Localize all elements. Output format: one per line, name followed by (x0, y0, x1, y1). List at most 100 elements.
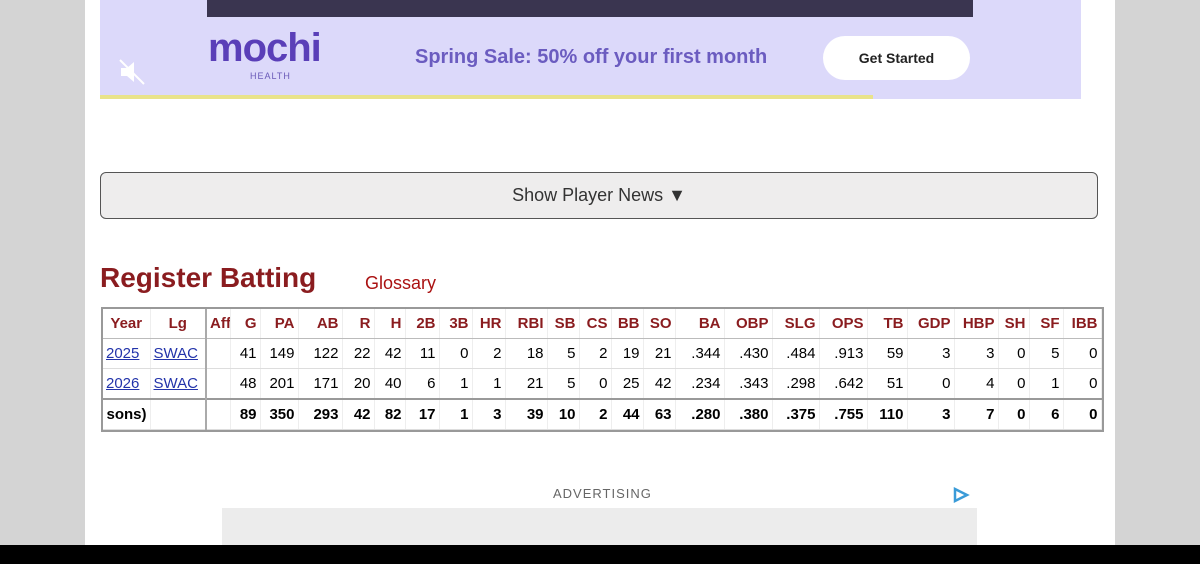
column-header[interactable]: SH (998, 309, 1030, 339)
ad-progress (100, 95, 873, 99)
table-cell: 171 (298, 368, 343, 400)
header-row: Year Lg Aff G PA AB R H 2B 3B HR RBI SB CS BB SO BA OBP SL… (103, 309, 1102, 339)
table-cell: 39 (505, 398, 548, 430)
column-header[interactable]: OPS (819, 309, 868, 339)
news-button[interactable]: Show Player News ▼ (100, 172, 1098, 219)
column-header[interactable]: AB (298, 309, 343, 339)
ad-brand-sub: HEALTH (250, 71, 291, 81)
table-cell: 42 (643, 368, 676, 400)
table-cell: 0 (1063, 398, 1102, 430)
table-cell (150, 398, 207, 430)
table-cell: 19 (611, 338, 644, 369)
table-cell: 2 (472, 338, 506, 369)
column-header[interactable]: Year (103, 309, 151, 339)
table-cell: 17 (405, 398, 440, 430)
table-link[interactable]: SWAC (150, 368, 207, 400)
table-cell: 4 (954, 368, 999, 400)
column-header[interactable]: BA (675, 309, 725, 339)
table-cell: 7 (954, 398, 999, 430)
bottom-bar (0, 545, 1200, 564)
table-row: 2026 SWAC 48 201 171 20 40 6 1 1 21 5 0 25 42.234.343.… (103, 368, 1102, 400)
column-header[interactable]: SB (547, 309, 580, 339)
ad-banner[interactable]: mochi HEALTH Spring Sale: 50% off your f… (100, 0, 1081, 99)
table: Year Lg Aff G PA AB R H 2B 3B HR RBI SB CS BB SO BA OBP SL… (103, 309, 1102, 430)
ad-button[interactable]: Get Started (823, 36, 970, 80)
table-cell: 149 (260, 338, 299, 369)
table-cell: .298 (772, 368, 820, 400)
ad-choices-icon[interactable] (952, 487, 970, 503)
table-cell: 0 (1063, 338, 1102, 369)
table-cell: sons) (103, 398, 151, 430)
column-header[interactable]: SO (643, 309, 676, 339)
column-header[interactable]: HBP (954, 309, 999, 339)
table-cell: 10 (547, 398, 580, 430)
column-header[interactable]: TB (867, 309, 908, 339)
table-cell: 1 (439, 368, 473, 400)
table-cell: 21 (505, 368, 548, 400)
column-header[interactable]: RBI (505, 309, 548, 339)
column-header[interactable]: R (342, 309, 375, 339)
table-cell: 40 (374, 368, 406, 400)
column-header[interactable]: CS (579, 309, 612, 339)
ad-slot (222, 508, 977, 545)
column-header[interactable]: H (374, 309, 406, 339)
column-header[interactable]: GDP (907, 309, 955, 339)
column-header[interactable]: PA (260, 309, 299, 339)
batting-table: Year Lg Aff G PA AB R H 2B 3B HR RBI SB CS BB SO BA OBP SL… (101, 307, 1104, 432)
table-cell: .430 (724, 338, 773, 369)
table-row: sons) 89 350 293 42 82 17 1 3 39 10 2 44 63.280.380.3… (103, 398, 1102, 430)
table-cell: 82 (374, 398, 406, 430)
table-cell (206, 368, 231, 400)
table-cell: 48 (230, 368, 261, 400)
ad-video-bar (207, 0, 973, 17)
table-cell: 1 (1029, 368, 1064, 400)
table-cell (206, 338, 231, 369)
table-cell: 122 (298, 338, 343, 369)
table-cell: 110 (867, 398, 908, 430)
table-cell: 3 (472, 398, 506, 430)
table-cell: 350 (260, 398, 299, 430)
column-header[interactable]: G (230, 309, 261, 339)
column-header[interactable]: 2B (405, 309, 440, 339)
table-cell: .344 (675, 338, 725, 369)
table-cell: 1 (439, 398, 473, 430)
table-cell: 44 (611, 398, 644, 430)
column-header[interactable]: HR (472, 309, 506, 339)
table-cell: 0 (439, 338, 473, 369)
table-cell: 22 (342, 338, 375, 369)
table-cell: 63 (643, 398, 676, 430)
column-header[interactable]: SF (1029, 309, 1064, 339)
column-header[interactable]: Aff (206, 309, 231, 339)
table-cell: 11 (405, 338, 440, 369)
column-header[interactable]: IBB (1063, 309, 1102, 339)
table-cell: 0 (579, 368, 612, 400)
column-header[interactable]: BB (611, 309, 644, 339)
table-cell: 2 (579, 338, 612, 369)
column-header[interactable]: OBP (724, 309, 773, 339)
ad-brand: mochi (208, 26, 322, 70)
table-cell: 201 (260, 368, 299, 400)
column-header[interactable]: Lg (150, 309, 207, 339)
table-cell: 6 (405, 368, 440, 400)
table-cell: 293 (298, 398, 343, 430)
table-cell: 42 (342, 398, 375, 430)
table-cell: 0 (998, 398, 1030, 430)
table-cell: .642 (819, 368, 868, 400)
table-cell: 3 (907, 338, 955, 369)
table-cell: 20 (342, 368, 375, 400)
table-link[interactable]: 2026 (103, 368, 151, 400)
table-cell: 0 (907, 368, 955, 400)
ad-headline: Spring Sale: 50% off your first month (415, 46, 768, 68)
section-title: Register Batting (100, 262, 317, 293)
table-link[interactable]: 2025 (103, 338, 151, 369)
table-link[interactable]: SWAC (150, 338, 207, 369)
mute-icon[interactable] (118, 58, 146, 86)
table-cell: 0 (998, 368, 1030, 400)
column-header[interactable]: 3B (439, 309, 473, 339)
table-cell: 89 (230, 398, 261, 430)
table-cell: 2 (579, 398, 612, 430)
column-header[interactable]: SLG (772, 309, 820, 339)
glossary-link[interactable]: Glossary (365, 273, 437, 293)
table-cell: 0 (1063, 368, 1102, 400)
